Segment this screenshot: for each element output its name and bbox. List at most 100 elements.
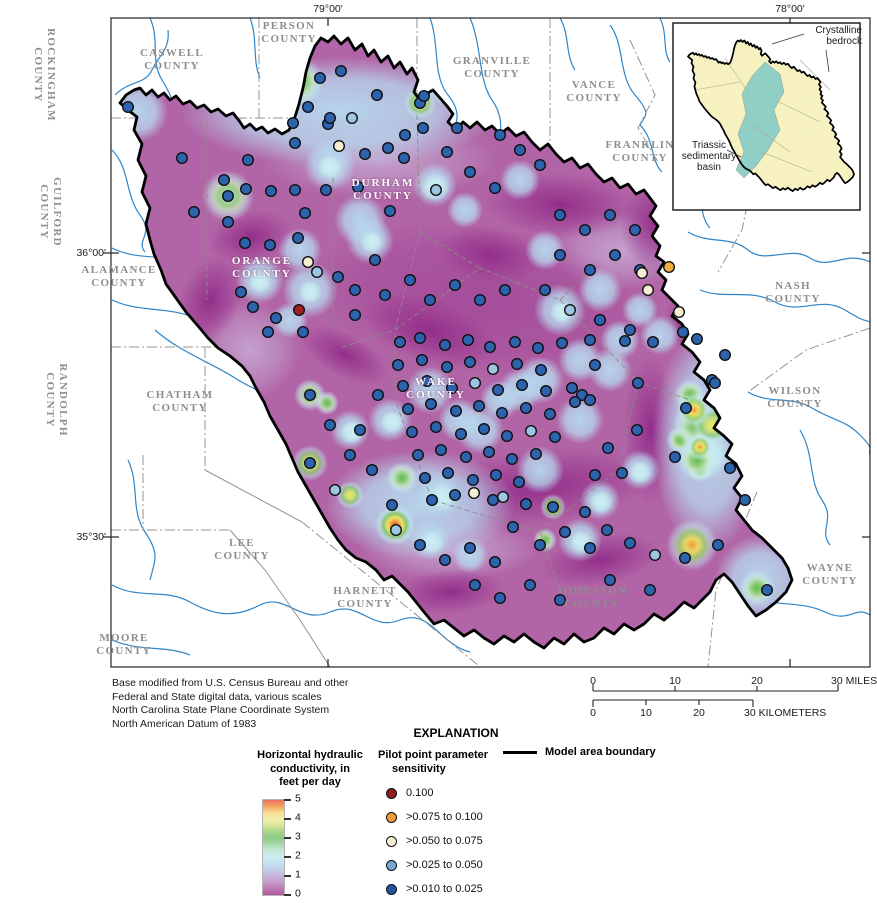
pilot-point <box>632 377 645 390</box>
pilot-point <box>647 336 660 349</box>
pilot-point <box>332 271 345 284</box>
pilot-point <box>609 248 622 261</box>
pilot-point <box>299 206 312 219</box>
pilot-point <box>579 223 592 236</box>
ramp-tick-label: 4 <box>295 811 301 824</box>
pilot-point <box>426 494 439 507</box>
pilot-point <box>624 324 637 337</box>
pilot-point <box>602 442 615 455</box>
pilot-point <box>372 389 385 402</box>
ramp-tick-mark <box>284 875 291 877</box>
pilot-point <box>579 506 592 519</box>
pilot-point <box>451 121 464 134</box>
sensitivity-class-row: >0.050 to 0.075 <box>386 829 483 853</box>
model-boundary-label: Model area boundary <box>545 746 656 758</box>
pilot-point <box>535 364 548 377</box>
pilot-point <box>532 342 545 355</box>
pilot-point <box>441 145 454 158</box>
county-label-rockingham: ROCKINGHAM COUNTY <box>32 28 57 122</box>
county-label-lee: LEE COUNTY <box>214 537 270 562</box>
pilot-point <box>680 402 693 415</box>
inset-county-lines <box>694 57 831 173</box>
pilot-point <box>314 71 327 84</box>
county-label-alamance: ALAMANCE COUNTY <box>81 264 157 289</box>
pilot-point <box>449 489 462 502</box>
sensitivity-class-row: >0.010 to 0.025 <box>386 877 483 901</box>
pilot-point <box>421 375 434 388</box>
pilot-points-layer <box>121 64 774 607</box>
map-canvas: 0 10 20 30 MILES 0 10 20 30 KILOMETERS <box>103 17 877 718</box>
pilot-point <box>241 153 254 166</box>
county-label-vance: VANCE COUNTY <box>566 79 622 104</box>
scale-miles-label: 10 <box>669 675 681 687</box>
pilot-point <box>490 469 503 482</box>
conductivity-hotspot <box>336 481 364 509</box>
pilot-point <box>412 449 425 462</box>
longitude-label: 78°00' <box>775 3 805 15</box>
scale-labels: 0 10 20 30 MILES 0 10 20 30 KILOMETERS <box>590 675 877 718</box>
pilot-point <box>629 223 642 236</box>
county-label-wayne: WAYNE COUNTY <box>802 562 858 587</box>
pilot-point <box>416 354 429 367</box>
county-label-person: PERSON COUNTY <box>261 20 317 45</box>
pilot-point <box>121 100 134 113</box>
pilot-point <box>304 457 317 470</box>
sensitivity-class-label: >0.025 to 0.050 <box>406 859 483 871</box>
pilot-point <box>569 396 582 409</box>
pilot-point <box>450 405 463 418</box>
pilot-point <box>487 363 500 376</box>
pilot-point <box>709 377 722 390</box>
pilot-point <box>359 147 372 160</box>
pilot-point <box>601 524 614 537</box>
pilot-point <box>506 453 519 466</box>
conductivity-hotspot <box>360 230 384 254</box>
sensitivity-class-swatch <box>386 835 397 847</box>
pilot-point <box>554 594 567 607</box>
pilot-point <box>487 494 500 507</box>
pilot-point <box>691 333 704 346</box>
map-frame <box>110 17 871 668</box>
pilot-point <box>397 380 410 393</box>
scale-km-label: 30 KILOMETERS <box>744 707 826 718</box>
conductivity-hotspot <box>248 270 272 294</box>
pilot-point <box>384 204 397 217</box>
conductivity-hotspot <box>578 268 622 312</box>
county-label-randolph: RANDOLPH COUNTY <box>44 363 69 437</box>
pilot-point <box>221 215 234 228</box>
conductivity-hotspot <box>480 380 520 420</box>
pilot-point <box>464 356 477 369</box>
pilot-point <box>435 444 448 457</box>
conductivity-hotspot <box>556 396 604 444</box>
county-label-durham: DURHAM COUNTY <box>351 177 415 202</box>
scale-km-label: 20 <box>693 707 705 718</box>
conductivity-color-ramp <box>262 799 285 896</box>
conductivity-hotspot <box>516 446 564 494</box>
sensitivity-class-label: >0.050 to 0.075 <box>406 835 483 847</box>
inset-bedrock-label: Crystalline bedrock <box>815 25 862 47</box>
pilot-point <box>349 309 362 322</box>
conductivity-hotspot <box>447 192 483 228</box>
scale-miles-label: 0 <box>590 675 596 687</box>
pilot-point <box>449 279 462 292</box>
pilot-point <box>492 384 505 397</box>
sensitivity-class-row: >0.075 to 0.100 <box>386 805 483 829</box>
pilot-point <box>289 183 302 196</box>
pilot-point <box>392 359 405 372</box>
ramp-tick-mark <box>284 799 291 801</box>
pilot-point <box>352 180 365 193</box>
pilot-point <box>554 208 567 221</box>
conductivity-hotspot <box>558 338 602 382</box>
pilot-point <box>631 424 644 437</box>
pilot-point <box>265 184 278 197</box>
conductivity-hotspot <box>380 410 404 434</box>
county-label-moore: MOORE COUNTY <box>96 632 152 657</box>
conductivity-hotspot <box>589 490 613 514</box>
ramp-tick-label: 2 <box>295 849 301 862</box>
pilot-point <box>398 151 411 164</box>
pilot-point <box>534 158 547 171</box>
pilot-point <box>239 182 252 195</box>
model-boundary-symbol <box>503 751 537 754</box>
pilot-point <box>414 539 427 552</box>
inset-basin-label: Triassic sedimentary basin <box>681 140 737 173</box>
pilot-point <box>335 64 348 77</box>
